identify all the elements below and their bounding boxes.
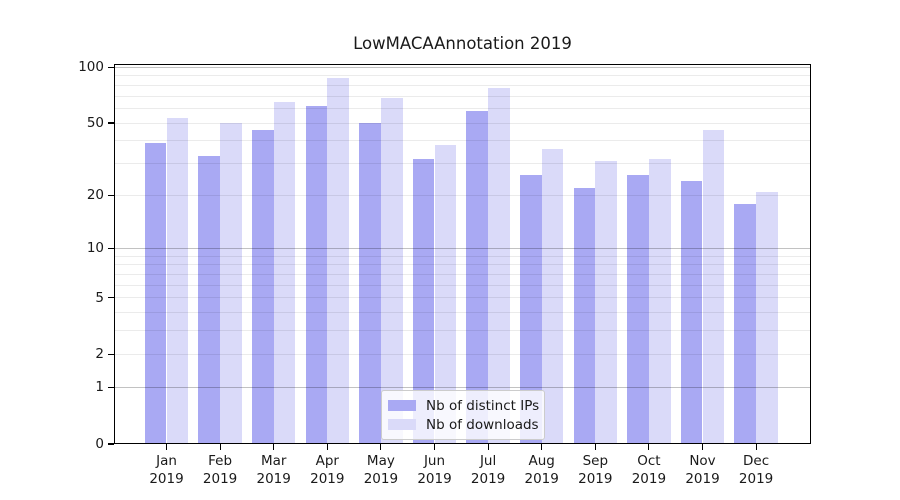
bar-distinct-ips (144, 142, 167, 444)
bar-downloads (434, 144, 457, 444)
gridline-major (114, 247, 811, 249)
legend-label-distinct-ips: Nb of distinct IPs (426, 397, 540, 414)
x-tick (433, 444, 436, 450)
y-tick-label: 20 (86, 187, 104, 204)
gridline-minor (114, 353, 811, 355)
bar-downloads (648, 158, 671, 444)
bar-downloads (380, 98, 403, 444)
y-tick-label: 50 (86, 115, 104, 132)
y-tick-label: 0 (95, 436, 104, 452)
x-tick-label: Jul 2019 (470, 453, 506, 487)
gridline-minor (114, 107, 811, 109)
bar-downloads (702, 129, 725, 444)
y-tick-label: 100 (78, 59, 104, 76)
y-tick-label: 10 (86, 240, 104, 257)
gridline-major (114, 66, 811, 68)
x-tick (273, 444, 275, 450)
x-tick-label: Sep 2019 (578, 453, 613, 487)
y-tick-label: 1 (95, 379, 104, 396)
legend-label-downloads: Nb of downloads (426, 416, 539, 433)
bar-distinct-ips (198, 156, 221, 444)
bar-distinct-ips (359, 123, 381, 444)
bar-downloads (220, 123, 242, 444)
legend-swatch-downloads (388, 419, 416, 430)
x-tick-label: Dec 2019 (738, 453, 774, 487)
y-tick-label: 5 (95, 289, 104, 306)
bar-distinct-ips (412, 158, 435, 444)
bar-distinct-ips (519, 174, 542, 444)
x-tick-label: Feb 2019 (202, 453, 238, 487)
legend: Nb of distinct IPs Nb of downloads (381, 390, 545, 440)
bar-distinct-ips (305, 105, 328, 444)
bar-downloads (541, 149, 564, 444)
bar-downloads (273, 102, 296, 444)
legend-item-downloads: Nb of downloads (388, 416, 539, 433)
x-tick-label: May 2019 (363, 453, 399, 487)
bars-layer (114, 64, 811, 445)
gridline-major (114, 386, 811, 388)
x-tick (165, 444, 168, 450)
x-tick-label: Aug 2019 (524, 453, 559, 487)
legend-swatch-distinct-ips (388, 400, 416, 411)
x-tick (487, 444, 489, 450)
grid-layer (114, 64, 811, 445)
bar-distinct-ips (734, 203, 757, 444)
x-tick (755, 444, 757, 450)
gridline-minor (114, 330, 811, 332)
gridline-minor (114, 75, 811, 77)
x-tick (380, 444, 382, 450)
x-tick (326, 444, 328, 450)
x-tick (701, 444, 704, 450)
x-tick-label: Jun 2019 (417, 453, 452, 487)
bar-downloads (595, 161, 618, 444)
gridline-minor (114, 95, 811, 97)
bar-downloads (756, 191, 778, 444)
chart-title: LowMACAAnnotation 2019 (353, 34, 572, 53)
bar-downloads (327, 77, 350, 444)
bar-distinct-ips (251, 129, 274, 444)
x-tick-label: Apr 2019 (310, 453, 345, 487)
x-tick-label: Nov 2019 (685, 453, 720, 487)
x-tick (541, 444, 543, 450)
gridline-minor (114, 284, 811, 286)
x-tick (219, 444, 221, 450)
gridline-minor (114, 84, 811, 86)
x-tick-label: Oct 2019 (631, 453, 667, 487)
y-tick-label: 2 (95, 346, 104, 363)
bar-downloads (166, 118, 189, 444)
bar-distinct-ips (627, 174, 649, 444)
gridline-minor (114, 194, 811, 197)
bar-distinct-ips (680, 181, 703, 444)
gridline-minor (114, 264, 811, 266)
x-tick (594, 444, 596, 450)
gridline-minor (114, 140, 811, 142)
gridline-minor (114, 273, 811, 275)
bar-distinct-ips (466, 111, 489, 444)
x-tick (648, 444, 650, 450)
gridline-minor (114, 297, 811, 299)
x-tick-label: Mar 2019 (256, 453, 291, 487)
gridline-minor (114, 163, 811, 165)
x-tick-label: Jan 2019 (149, 453, 184, 487)
gridline-minor (114, 312, 811, 314)
plot-area (114, 63, 811, 445)
gridline-minor (114, 255, 811, 257)
bar-downloads (488, 88, 510, 444)
legend-item-distinct-ips: Nb of distinct IPs (388, 397, 540, 414)
bar-distinct-ips (573, 188, 596, 444)
gridline-minor (114, 122, 811, 124)
